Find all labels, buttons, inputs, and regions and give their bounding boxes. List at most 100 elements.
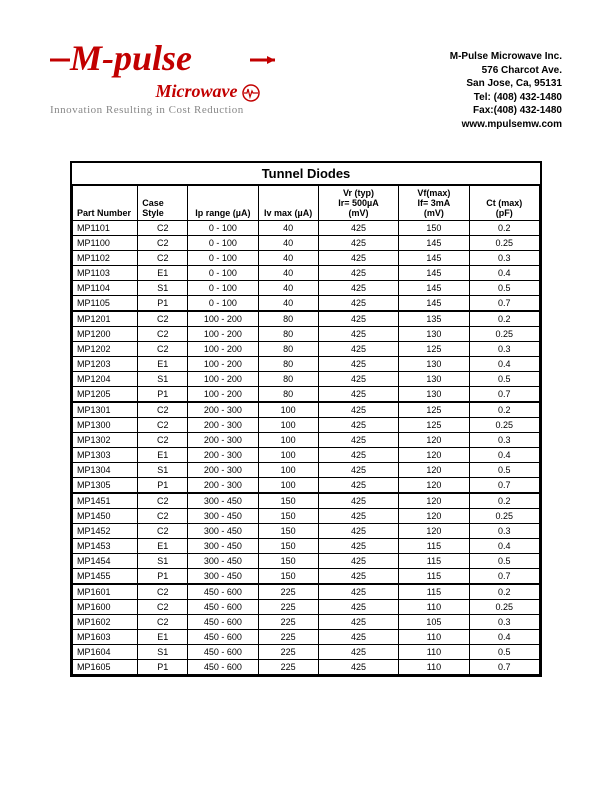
cell-vf: 150 <box>399 221 469 236</box>
cell-iv: 40 <box>258 296 318 312</box>
cell-part: MP1303 <box>73 448 138 463</box>
cell-part: MP1301 <box>73 402 138 418</box>
cell-ct: 0.4 <box>469 357 539 372</box>
cell-part: MP1450 <box>73 509 138 524</box>
cell-part: MP1602 <box>73 615 138 630</box>
cell-iv: 100 <box>258 463 318 478</box>
cell-vr: 425 <box>318 372 399 387</box>
cell-vr: 425 <box>318 630 399 645</box>
cell-iv: 150 <box>258 569 318 585</box>
cell-part: MP1201 <box>73 311 138 327</box>
cell-case: C2 <box>138 221 188 236</box>
cell-case: P1 <box>138 296 188 312</box>
company-web: www.mpulsemw.com <box>450 118 562 132</box>
tagline: Innovation Resulting in Cost Reduction <box>50 104 280 116</box>
cell-ip: 200 - 300 <box>188 402 258 418</box>
ekg-icon <box>242 84 260 102</box>
cell-ct: 0.2 <box>469 221 539 236</box>
cell-part: MP1451 <box>73 493 138 509</box>
cell-ip: 300 - 450 <box>188 554 258 569</box>
cell-part: MP1454 <box>73 554 138 569</box>
cell-iv: 225 <box>258 584 318 600</box>
cell-vf: 125 <box>399 402 469 418</box>
table-row: MP1453E1300 - 4501504251150.4 <box>73 539 540 554</box>
table-row: MP1102C20 - 100404251450.3 <box>73 251 540 266</box>
cell-part: MP1600 <box>73 600 138 615</box>
table-row: MP1604S1450 - 6002254251100.5 <box>73 645 540 660</box>
cell-vf: 135 <box>399 311 469 327</box>
cell-ct: 0.5 <box>469 554 539 569</box>
cell-part: MP1453 <box>73 539 138 554</box>
cell-iv: 100 <box>258 418 318 433</box>
table-row: MP1205P1100 - 200804251300.7 <box>73 387 540 403</box>
cell-iv: 225 <box>258 615 318 630</box>
cell-vr: 425 <box>318 524 399 539</box>
company-fax: Fax:(408) 432-1480 <box>450 104 562 118</box>
cell-ct: 0.7 <box>469 296 539 312</box>
table-row: MP1601C2450 - 6002254251150.2 <box>73 584 540 600</box>
cell-iv: 80 <box>258 342 318 357</box>
table-row: MP1300C2200 - 3001004251250.25 <box>73 418 540 433</box>
cell-vf: 105 <box>399 615 469 630</box>
cell-vf: 145 <box>399 251 469 266</box>
table-row: MP1201C2100 - 200804251350.2 <box>73 311 540 327</box>
cell-vr: 425 <box>318 539 399 554</box>
cell-ip: 0 - 100 <box>188 296 258 312</box>
cell-iv: 80 <box>258 387 318 403</box>
table-row: MP1600C2450 - 6002254251100.25 <box>73 600 540 615</box>
cell-ct: 0.4 <box>469 448 539 463</box>
table-container: Tunnel Diodes Part Number Case Style Ip … <box>70 161 542 677</box>
cell-case: P1 <box>138 660 188 675</box>
cell-ct: 0.25 <box>469 327 539 342</box>
cell-ct: 0.5 <box>469 463 539 478</box>
cell-ct: 0.3 <box>469 615 539 630</box>
cell-ct: 0.2 <box>469 584 539 600</box>
cell-ip: 100 - 200 <box>188 311 258 327</box>
logo-block: M-pulse Microwave Innovation Resulting i… <box>50 40 280 131</box>
cell-vf: 125 <box>399 418 469 433</box>
cell-ct: 0.25 <box>469 236 539 251</box>
cell-ip: 0 - 100 <box>188 221 258 236</box>
cell-part: MP1202 <box>73 342 138 357</box>
cell-ct: 0.7 <box>469 478 539 494</box>
cell-part: MP1452 <box>73 524 138 539</box>
cell-ct: 0.5 <box>469 372 539 387</box>
cell-vr: 425 <box>318 478 399 494</box>
cell-vf: 110 <box>399 600 469 615</box>
cell-ct: 0.4 <box>469 630 539 645</box>
company-addr1: 576 Charcot Ave. <box>450 64 562 78</box>
cell-iv: 80 <box>258 311 318 327</box>
table-title: Tunnel Diodes <box>72 163 540 185</box>
table-row: MP1103E10 - 100404251450.4 <box>73 266 540 281</box>
company-tel: Tel: (408) 432-1480 <box>450 91 562 105</box>
cell-ip: 450 - 600 <box>188 660 258 675</box>
th-vf-unit: (mV) <box>424 208 444 218</box>
cell-iv: 150 <box>258 524 318 539</box>
table-row: MP1455P1300 - 4501504251150.7 <box>73 569 540 585</box>
cell-case: E1 <box>138 357 188 372</box>
cell-case: E1 <box>138 630 188 645</box>
cell-iv: 150 <box>258 554 318 569</box>
cell-vr: 425 <box>318 418 399 433</box>
cell-ip: 100 - 200 <box>188 357 258 372</box>
cell-case: C2 <box>138 524 188 539</box>
th-vf-top: Vf(max) <box>417 188 450 198</box>
cell-ip: 100 - 200 <box>188 372 258 387</box>
cell-iv: 225 <box>258 600 318 615</box>
cell-ct: 0.25 <box>469 600 539 615</box>
th-case: Case Style <box>138 186 188 221</box>
cell-case: P1 <box>138 478 188 494</box>
cell-ip: 300 - 450 <box>188 509 258 524</box>
th-vf-mid: If= 3mA <box>418 198 451 208</box>
cell-vf: 130 <box>399 372 469 387</box>
cell-case: S1 <box>138 645 188 660</box>
cell-case: S1 <box>138 554 188 569</box>
cell-case: C2 <box>138 327 188 342</box>
cell-vr: 425 <box>318 660 399 675</box>
cell-ip: 0 - 100 <box>188 236 258 251</box>
cell-vf: 110 <box>399 660 469 675</box>
cell-part: MP1205 <box>73 387 138 403</box>
cell-ip: 450 - 600 <box>188 600 258 615</box>
cell-iv: 100 <box>258 448 318 463</box>
cell-part: MP1104 <box>73 281 138 296</box>
